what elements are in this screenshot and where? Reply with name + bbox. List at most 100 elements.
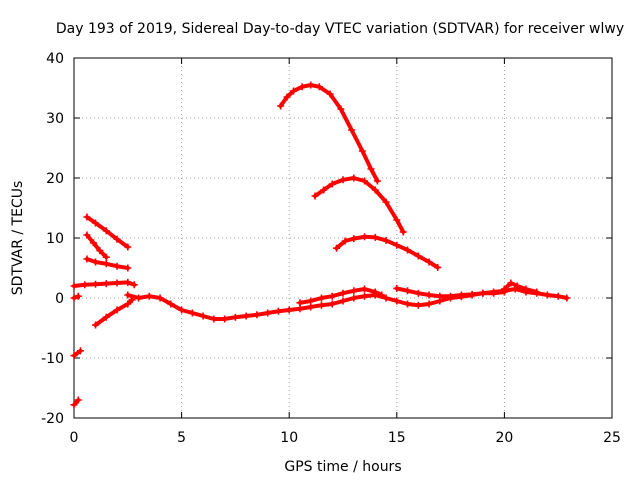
data-point-marker (83, 255, 91, 263)
data-point-marker (358, 147, 366, 155)
data-point-marker (320, 186, 328, 194)
series-baseline-upper (296, 285, 386, 307)
data-point-marker (311, 192, 319, 200)
data-point-marker (371, 233, 379, 241)
data-point-marker (92, 321, 100, 329)
data-point-marker (113, 235, 121, 243)
series-short-neg-9 (70, 347, 84, 360)
data-point-marker (361, 177, 369, 185)
y-axis-label: SDTVAR / TECUs (10, 181, 26, 296)
data-point-marker (337, 105, 345, 113)
x-tick-label: 15 (388, 430, 406, 446)
data-point-marker (371, 288, 379, 296)
series-baseline-late (393, 284, 508, 300)
data-point-marker (188, 309, 196, 317)
data-point-marker (113, 306, 121, 314)
data-point-marker (393, 284, 401, 292)
data-point-marker (298, 83, 306, 91)
data-point-marker (350, 287, 358, 295)
data-point-marker (76, 347, 84, 355)
data-point-marker (425, 291, 433, 299)
data-point-marker (367, 165, 375, 173)
data-point-marker (178, 306, 186, 314)
data-point-marker (92, 219, 100, 227)
data-point-marker (513, 282, 521, 290)
data-point-marker (210, 315, 218, 323)
data-point-marker (135, 294, 143, 302)
data-point-marker (156, 294, 164, 302)
data-point-marker (468, 290, 476, 298)
data-point-marker (490, 289, 498, 297)
data-point-marker (373, 177, 381, 185)
data-point-marker (290, 87, 298, 95)
series-line (334, 234, 440, 270)
data-point-marker (113, 262, 121, 270)
data-point-marker (253, 311, 261, 319)
x-axis-label: GPS time / hours (284, 459, 401, 475)
data-point-marker (264, 309, 272, 317)
data-point-marker (285, 306, 293, 314)
data-point-marker (425, 300, 433, 308)
data-point-marker (479, 289, 487, 297)
data-point-marker (348, 126, 356, 134)
x-tick-label: 20 (495, 430, 513, 446)
data-point-marker (414, 252, 422, 260)
series-short-neg-17 (70, 396, 82, 409)
series-arc-early-6 (83, 255, 132, 272)
data-point-marker (317, 294, 325, 302)
data-point-marker (328, 292, 336, 300)
series-line (313, 176, 406, 234)
data-point-marker (124, 291, 132, 299)
data-point-marker (361, 285, 369, 293)
y-tick-label: 10 (46, 231, 64, 247)
data-point-marker (414, 289, 422, 297)
data-point-marker (328, 180, 336, 188)
data-point-marker (74, 396, 82, 404)
data-point-marker (500, 285, 508, 293)
data-point-marker (274, 307, 282, 315)
series-line (278, 83, 380, 183)
data-point-marker (393, 297, 401, 305)
data-point-marker (92, 280, 100, 288)
data-point-marker (425, 258, 433, 266)
y-tick-label: -10 (41, 351, 64, 367)
data-point-marker (382, 236, 390, 244)
data-point-marker (533, 288, 541, 296)
data-point-marker (102, 313, 110, 321)
data-point-marker (70, 352, 78, 360)
series-arc-rising-neg (92, 296, 136, 329)
data-point-marker (317, 301, 325, 309)
data-point-marker (522, 285, 530, 293)
x-tick-label: 10 (280, 430, 298, 446)
data-point-marker (283, 93, 291, 101)
series-arc-early-13 (83, 213, 132, 251)
series-arc-peak-36 (277, 81, 381, 185)
data-point-marker (457, 291, 465, 299)
data-point-marker (89, 239, 97, 247)
data-point-marker (102, 280, 110, 288)
series-baseline-20h-bump (500, 279, 541, 296)
y-tick-label: 0 (55, 291, 64, 307)
data-point-marker (361, 233, 369, 241)
series-short-zero (70, 292, 82, 302)
data-point-marker (371, 186, 379, 194)
data-point-marker (507, 279, 515, 287)
data-point-marker (307, 303, 315, 311)
data-point-marker (382, 198, 390, 206)
data-point-marker (326, 90, 334, 98)
data-point-marker (404, 287, 412, 295)
data-point-marker (447, 292, 455, 300)
data-point-marker (414, 301, 422, 309)
y-tick-label: -20 (41, 411, 64, 427)
x-tick-label: 25 (603, 430, 621, 446)
data-point-marker (124, 264, 132, 272)
data-point-marker (436, 292, 444, 300)
data-point-marker (350, 235, 358, 243)
data-point-marker (296, 299, 304, 307)
data-point-marker (563, 294, 571, 302)
x-tick-label: 0 (70, 430, 79, 446)
data-point-marker (124, 278, 132, 286)
series-line (84, 233, 109, 260)
y-tick-label: 30 (46, 111, 64, 127)
data-point-marker (145, 292, 153, 300)
